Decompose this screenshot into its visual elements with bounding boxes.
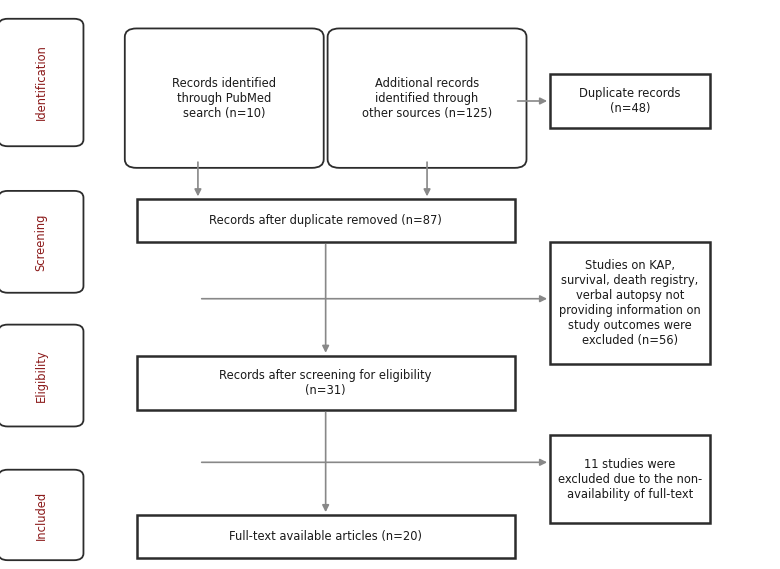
FancyBboxPatch shape <box>136 356 515 410</box>
Text: Additional records
identified through
other sources (n=125): Additional records identified through ot… <box>362 77 492 119</box>
Text: Records after duplicate removed (n=87): Records after duplicate removed (n=87) <box>209 214 442 227</box>
FancyBboxPatch shape <box>0 470 83 560</box>
Text: Included: Included <box>34 490 48 539</box>
FancyBboxPatch shape <box>0 19 83 146</box>
FancyBboxPatch shape <box>125 28 324 168</box>
Text: Records after screening for eligibility
(n=31): Records after screening for eligibility … <box>219 369 432 397</box>
FancyBboxPatch shape <box>550 242 710 364</box>
Text: Identification: Identification <box>34 44 48 121</box>
Text: Studies on KAP,
survival, death registry,
verbal autopsy not
providing informati: Studies on KAP, survival, death registry… <box>559 259 700 347</box>
Text: Records identified
through PubMed
search (n=10): Records identified through PubMed search… <box>172 77 276 119</box>
FancyBboxPatch shape <box>136 199 515 242</box>
FancyBboxPatch shape <box>0 324 83 427</box>
Text: Duplicate records
(n=48): Duplicate records (n=48) <box>579 87 681 115</box>
FancyBboxPatch shape <box>328 28 526 168</box>
FancyBboxPatch shape <box>550 74 710 128</box>
Text: Eligibility: Eligibility <box>34 349 48 402</box>
FancyBboxPatch shape <box>136 515 515 558</box>
Text: Screening: Screening <box>34 213 48 270</box>
Text: 11 studies were
excluded due to the non-
availability of full-text: 11 studies were excluded due to the non-… <box>558 458 702 501</box>
Text: Full-text available articles (n=20): Full-text available articles (n=20) <box>229 530 422 543</box>
FancyBboxPatch shape <box>550 435 710 523</box>
FancyBboxPatch shape <box>0 191 83 293</box>
